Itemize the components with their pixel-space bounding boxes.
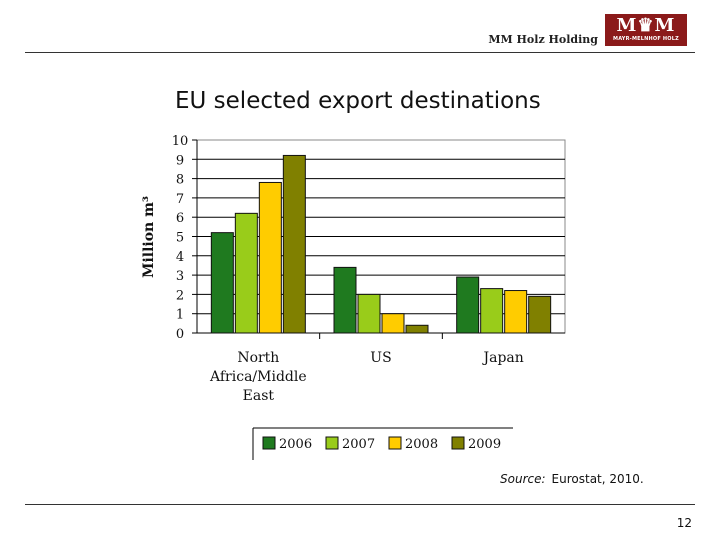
bar	[480, 288, 504, 334]
bar	[456, 276, 480, 334]
x-tick-label: North	[237, 350, 279, 366]
legend-label: 2006	[279, 437, 312, 452]
bar	[258, 181, 282, 334]
bar	[405, 324, 429, 334]
y-tick-label: 10	[172, 134, 189, 149]
bar	[234, 212, 258, 334]
bar	[357, 293, 381, 334]
chart-title: EU selected export destinations	[175, 88, 541, 114]
header-rule	[25, 52, 695, 53]
y-tick-label: 8	[176, 173, 184, 188]
x-tick-label: Africa/Middle	[209, 369, 307, 385]
source-text: Eurostat, 2010.	[551, 472, 644, 486]
x-tick-label: East	[243, 388, 275, 404]
y-tick-label: 6	[176, 211, 184, 226]
y-tick-label: 9	[176, 153, 184, 168]
logo-mark: M♛M	[616, 15, 676, 36]
legend-swatch	[451, 436, 465, 450]
footer-rule	[25, 504, 695, 505]
x-tick-label: US	[370, 350, 391, 366]
company-logo: M♛M MAYR-MELNHOF HOLZ	[605, 14, 687, 46]
y-tick-label: 3	[176, 269, 184, 284]
y-axis-label: Million m³	[141, 196, 157, 278]
bar	[504, 290, 528, 334]
y-tick-label: 4	[176, 250, 184, 265]
source-note: Source: Eurostat, 2010.	[500, 472, 644, 486]
legend-label: 2008	[405, 437, 438, 452]
bar	[282, 154, 306, 334]
y-tick-label: 1	[176, 308, 184, 323]
legend-label: 2007	[342, 437, 375, 452]
legend-label: 2009	[468, 437, 501, 452]
bar	[528, 295, 552, 334]
y-tick-label: 5	[176, 231, 184, 246]
legend-swatch	[262, 436, 276, 450]
bar	[381, 313, 405, 334]
bar	[210, 232, 234, 334]
page-number: 12	[676, 516, 692, 530]
legend-swatch	[325, 436, 339, 450]
y-tick-label: 2	[176, 288, 184, 303]
logo-subtitle: MAYR-MELNHOF HOLZ	[613, 36, 679, 42]
x-tick-label: Japan	[482, 350, 524, 366]
company-name: MM Holz Holding	[488, 33, 598, 46]
bar	[333, 266, 357, 334]
y-tick-label: 7	[176, 192, 184, 207]
legend-swatch	[388, 436, 402, 450]
y-tick-label: 0	[176, 327, 184, 342]
source-label: Source:	[500, 472, 546, 486]
